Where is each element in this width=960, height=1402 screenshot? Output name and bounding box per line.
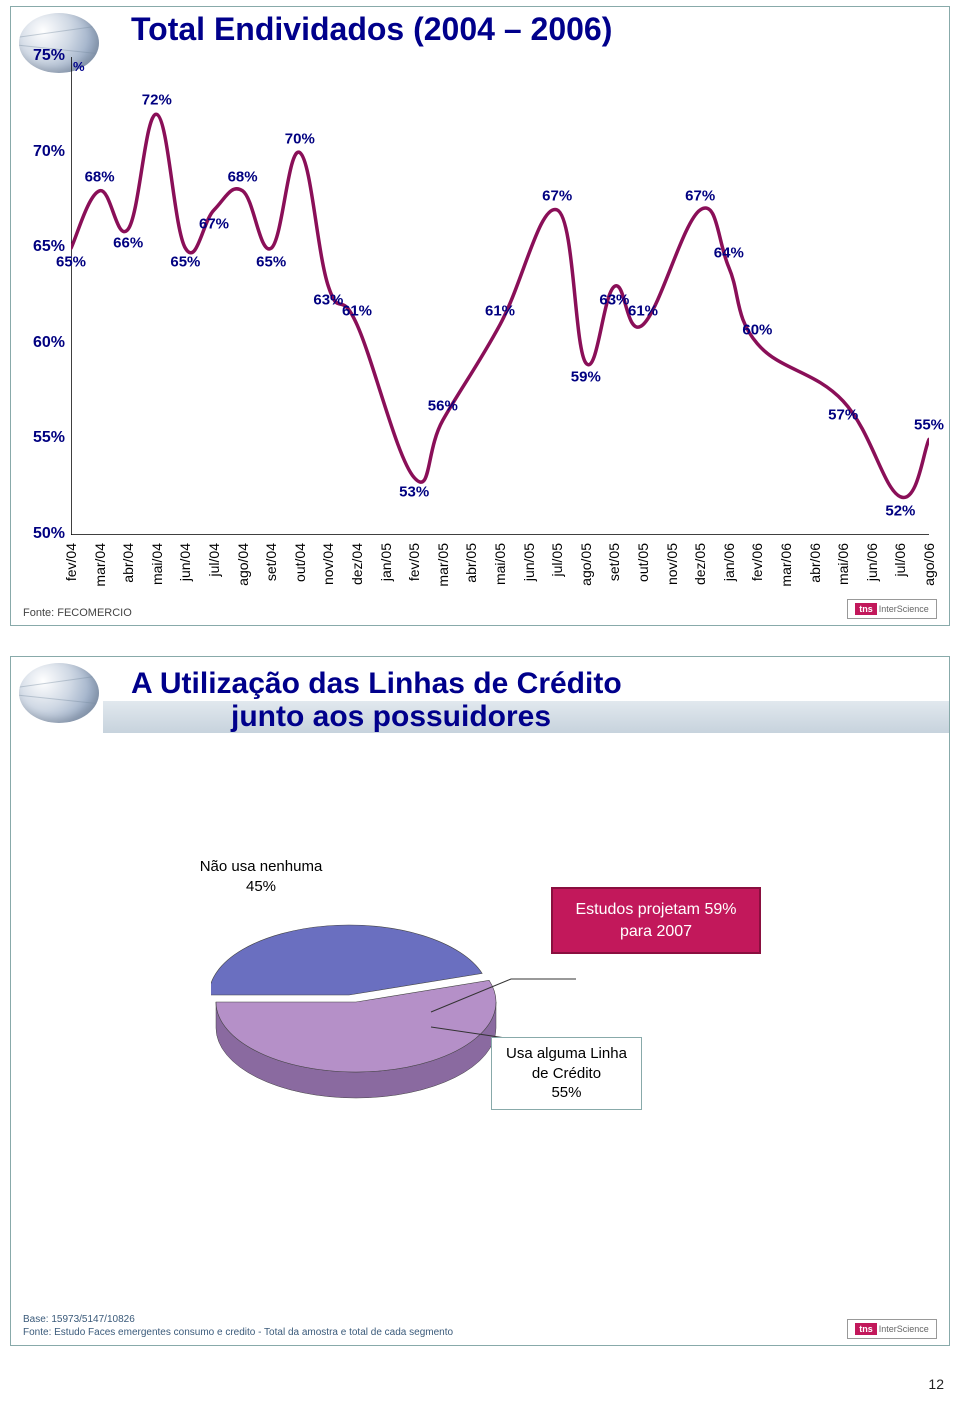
slide2-title: A Utilização das Linhas de Crédito junto… (131, 667, 622, 733)
point-label: 56% (428, 398, 458, 415)
x-tick-label: out/04 (292, 543, 308, 582)
x-tick-label: abr/05 (463, 543, 479, 583)
x-tick-label: fev/04 (63, 543, 79, 581)
point-label: 63% (599, 292, 629, 309)
point-label: 72% (142, 92, 172, 109)
point-label: 65% (56, 254, 86, 271)
line-chart-svg (71, 57, 929, 535)
x-tick-label: jul/05 (549, 543, 565, 576)
point-label: 67% (685, 187, 715, 204)
y-tick-label: 55% (15, 429, 65, 447)
x-tick-label: abr/06 (807, 543, 823, 583)
x-tick-label: ago/06 (921, 543, 937, 586)
x-tick-label: fev/05 (406, 543, 422, 581)
x-tick-label: fev/06 (749, 543, 765, 581)
point-label: 59% (571, 368, 601, 385)
brand-badge: tns InterScience (847, 599, 937, 619)
slide1-header: Total Endividados (2004 – 2006) (11, 7, 949, 51)
point-label: 66% (113, 235, 143, 252)
x-tick-label: jan/05 (378, 543, 394, 581)
x-tick-label: mar/06 (778, 543, 794, 587)
slide2-header: A Utilização das Linhas de Crédito junto… (11, 657, 949, 701)
point-label: 67% (542, 187, 572, 204)
point-label: 65% (256, 254, 286, 271)
point-label: 61% (485, 302, 515, 319)
point-label: 70% (285, 130, 315, 147)
point-label: 65% (170, 254, 200, 271)
x-tick-label: mar/04 (92, 543, 108, 587)
point-label: 67% (199, 215, 229, 232)
point-label: 57% (828, 407, 858, 424)
slide1-title: Total Endividados (2004 – 2006) (131, 11, 612, 48)
point-label: 61% (628, 302, 658, 319)
brand-rest: InterScience (879, 604, 929, 614)
callout-usa-alguma: Usa alguma Linha de Crédito 55% (491, 1037, 642, 1110)
pie-chart-svg (211, 907, 501, 1127)
x-tick-label: jun/04 (177, 543, 193, 581)
slide-total-endividados: Total Endividados (2004 – 2006) % 65%68%… (10, 6, 950, 626)
globe-icon (19, 663, 99, 723)
y-tick-label: 60% (15, 334, 65, 352)
pie-chart (211, 907, 501, 1127)
brand-tns: tns (855, 1323, 877, 1335)
x-tick-label: jul/04 (206, 543, 222, 576)
page-number: 12 (0, 1376, 944, 1392)
slide2-title-l1: A Utilização das Linhas de Crédito (131, 667, 622, 700)
point-label: 53% (399, 483, 429, 500)
x-tick-label: nov/04 (320, 543, 336, 585)
x-tick-label: set/05 (606, 543, 622, 581)
point-label: 68% (85, 168, 115, 185)
point-label: 61% (342, 302, 372, 319)
x-tick-label: ago/05 (578, 543, 594, 586)
x-tick-label: abr/04 (120, 543, 136, 583)
slide2-footer: Base: 15973/5147/10826 Fonte: Estudo Fac… (23, 1313, 453, 1339)
point-label: 60% (742, 321, 772, 338)
pie-label-nao-usa: Não usa nenhuma 45% (181, 857, 341, 896)
x-tick-label: jan/06 (721, 543, 737, 581)
x-tick-label: mai/05 (492, 543, 508, 585)
brand-rest: InterScience (879, 1324, 929, 1334)
y-tick-label: 75% (15, 47, 65, 65)
x-tick-label: ago/04 (235, 543, 251, 586)
x-tick-label: set/04 (263, 543, 279, 581)
point-label: 63% (313, 292, 343, 309)
point-label: 64% (714, 245, 744, 262)
y-tick-label: 70% (15, 143, 65, 161)
x-tick-label: out/05 (635, 543, 651, 582)
x-tick-label: jun/06 (864, 543, 880, 581)
y-tick-label: 50% (15, 525, 65, 543)
slide-utilizacao-credito: A Utilização das Linhas de Crédito junto… (10, 656, 950, 1346)
y-tick-label: 65% (15, 238, 65, 256)
x-tick-label: nov/05 (664, 543, 680, 585)
x-tick-label: mai/06 (835, 543, 851, 585)
slide2-title-l2: junto aos possuidores (131, 700, 551, 733)
brand-badge: tns InterScience (847, 1319, 937, 1339)
x-tick-label: mai/04 (149, 543, 165, 585)
point-label: 68% (228, 168, 258, 185)
x-tick-label: dez/05 (692, 543, 708, 585)
projection-box: Estudos projetam 59% para 2007 (551, 887, 761, 954)
brand-tns: tns (855, 603, 877, 615)
x-tick-label: dez/04 (349, 543, 365, 585)
point-label: 52% (885, 502, 915, 519)
x-tick-label: jul/06 (892, 543, 908, 576)
x-tick-label: jun/05 (521, 543, 537, 581)
slide1-footer: Fonte: FECOMERCIO (23, 607, 132, 619)
line-chart: 65%68%66%72%65%67%68%65%70%63%61%53%56%6… (71, 57, 929, 535)
point-label: 55% (914, 417, 944, 434)
x-tick-label: mar/05 (435, 543, 451, 587)
